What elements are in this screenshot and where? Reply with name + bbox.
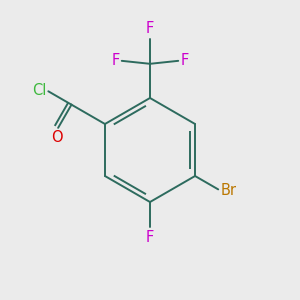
Text: O: O [51,130,62,146]
Text: F: F [111,53,119,68]
Text: Cl: Cl [32,82,46,98]
Text: F: F [146,21,154,36]
Text: F: F [181,53,189,68]
Text: F: F [146,230,154,245]
Text: Br: Br [220,183,236,198]
